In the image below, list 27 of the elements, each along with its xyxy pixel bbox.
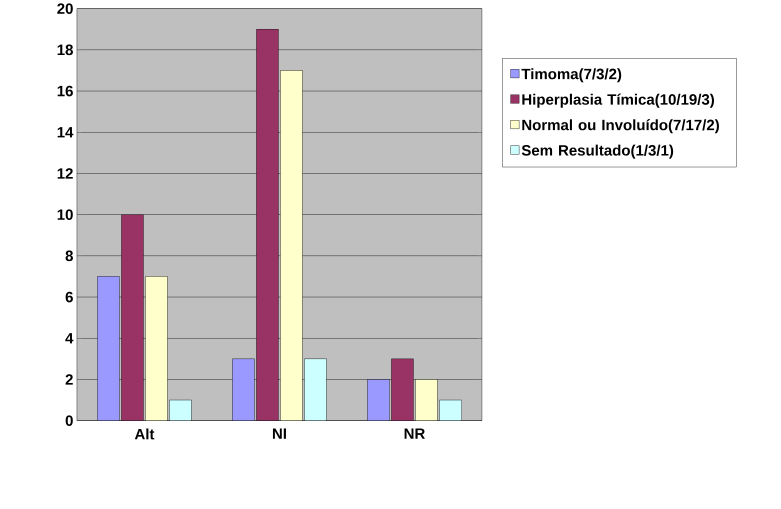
x-tick-label: NR — [404, 428, 425, 439]
bar — [280, 70, 303, 421]
bar — [121, 214, 144, 421]
legend-label: Sem Resultado(1/3/1) — [522, 144, 674, 159]
y-tick-label: 18 — [58, 44, 73, 56]
y-tick-label: 10 — [58, 209, 73, 220]
bar — [415, 379, 438, 421]
bar — [391, 358, 414, 421]
y-tick-label: 0 — [66, 415, 73, 426]
x-tick-label: NI — [272, 428, 286, 439]
legend-label: Hiperplasia Tímica(10/19/3) — [522, 94, 714, 108]
y-tick-label: 2 — [66, 374, 73, 385]
x-tick-label: Alt — [134, 428, 154, 440]
bar — [256, 28, 279, 421]
bar — [97, 276, 120, 421]
y-tick-label: 6 — [66, 292, 73, 302]
legend-label: Timoma(7/3/2) — [522, 68, 622, 82]
legend-label: Normal ou Involuído(7/17/2) — [522, 119, 719, 134]
y-tick-label: 14 — [58, 126, 74, 138]
bar — [145, 276, 168, 421]
bar — [367, 379, 390, 421]
y-tick-label: 20 — [57, 3, 73, 14]
y-tick-label: 16 — [58, 86, 73, 96]
y-tick-label: 8 — [66, 250, 73, 262]
y-tick-label: 4 — [65, 332, 74, 344]
y-tick-label: 12 — [58, 168, 73, 179]
bar — [232, 358, 255, 421]
